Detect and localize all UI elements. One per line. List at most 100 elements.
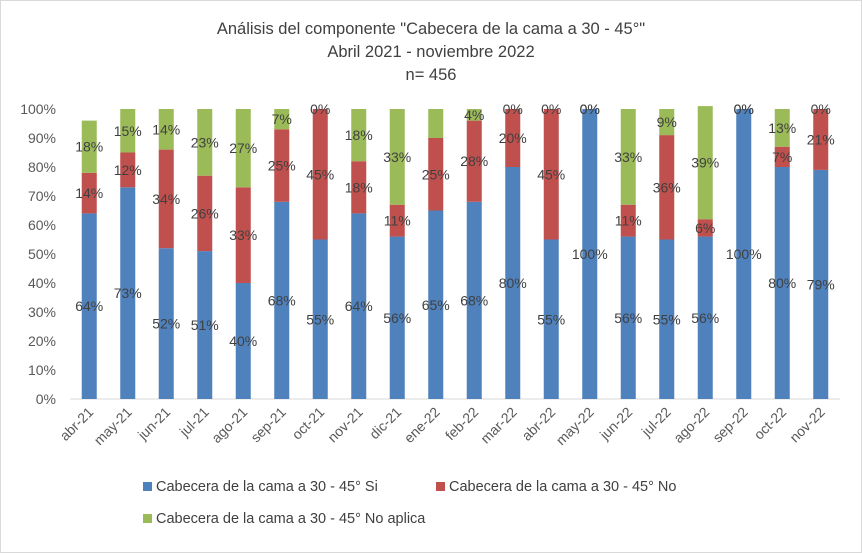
x-tick-label: dic-21 <box>366 404 404 442</box>
data-label: 39% <box>691 155 719 171</box>
bar-segment <box>274 109 290 130</box>
bar-segment <box>81 172 97 214</box>
x-tick-label: oct-21 <box>289 404 328 443</box>
bar-segment <box>697 236 713 399</box>
data-label: 21% <box>807 131 835 147</box>
data-label: 56% <box>614 310 642 326</box>
x-tick-label: mar-22 <box>477 404 520 447</box>
legend-label: Cabecera de la cama a 30 - 45° Si <box>156 479 378 495</box>
bar-segment <box>697 219 713 237</box>
bar-segment <box>659 135 675 240</box>
data-label: 45% <box>537 166 565 182</box>
bar-segment <box>158 248 174 399</box>
data-label: 0% <box>811 101 831 117</box>
bar-segment <box>312 109 328 240</box>
x-tick-label: feb-22 <box>442 404 482 444</box>
data-label: 9% <box>657 114 677 130</box>
data-label: 6% <box>695 220 715 236</box>
bar-segment <box>351 213 367 399</box>
bar-segment <box>120 152 136 188</box>
data-label: 52% <box>152 316 180 332</box>
legend-swatch <box>143 482 152 491</box>
y-tick-label: 50% <box>28 246 56 262</box>
data-label: 14% <box>152 121 180 137</box>
bar-segment <box>813 109 829 170</box>
bar-segment <box>736 109 752 399</box>
data-label: 0% <box>503 101 523 117</box>
data-label: 55% <box>306 311 334 327</box>
data-label: 7% <box>772 149 792 165</box>
data-label: 0% <box>734 101 754 117</box>
data-label: 7% <box>272 111 292 127</box>
data-label: 23% <box>191 134 219 150</box>
bar-segment <box>620 204 636 237</box>
x-tick-label: may-21 <box>91 404 135 448</box>
data-label: 0% <box>310 101 330 117</box>
x-tick-label: ago-22 <box>670 404 712 446</box>
bar-segment <box>813 169 829 399</box>
x-tick-label: may-22 <box>553 404 597 448</box>
legend-swatch <box>436 482 445 491</box>
data-label: 33% <box>614 149 642 165</box>
data-label: 0% <box>734 101 754 117</box>
x-tick-label: jul-21 <box>176 404 212 440</box>
data-label: 33% <box>229 227 257 243</box>
data-label: 15% <box>114 123 142 139</box>
bar-segment <box>120 187 136 399</box>
bar-segment <box>274 129 290 202</box>
x-tick-label: jul-22 <box>638 404 674 440</box>
bar-segment <box>120 109 136 153</box>
bar-segment <box>235 109 251 188</box>
bar-segment <box>389 109 405 205</box>
bar-segment <box>235 187 251 283</box>
bar-segment <box>697 106 713 220</box>
data-label: 73% <box>114 285 142 301</box>
data-label: 0% <box>580 101 600 117</box>
data-label: 40% <box>229 333 257 349</box>
data-label: 4% <box>464 107 484 123</box>
x-tick-label: jun-21 <box>134 404 174 444</box>
legend-label: Cabecera de la cama a 30 - 45° No <box>449 479 676 495</box>
bar-segment <box>389 236 405 399</box>
data-label: 26% <box>191 205 219 221</box>
bar-segment <box>389 204 405 237</box>
y-tick-label: 60% <box>28 217 56 233</box>
y-tick-label: 70% <box>28 188 56 204</box>
y-tick-label: 10% <box>28 362 56 378</box>
data-label: 0% <box>580 101 600 117</box>
x-tick-label: ago-21 <box>208 404 250 446</box>
data-label: 55% <box>537 311 565 327</box>
bar-segment <box>158 149 174 249</box>
data-label: 36% <box>653 179 681 195</box>
data-label: 68% <box>460 292 488 308</box>
x-tick-label: sep-22 <box>709 404 751 446</box>
data-label: 45% <box>306 166 334 182</box>
data-label: 0% <box>541 101 561 117</box>
y-tick-label: 20% <box>28 333 56 349</box>
bar-segment <box>774 109 790 147</box>
chart-subtitle: Abril 2021 - noviembre 2022 <box>327 43 535 61</box>
x-tick-label: sep-21 <box>247 404 289 446</box>
data-label: 64% <box>75 298 103 314</box>
bar-segment <box>659 109 675 136</box>
bar-segment <box>774 167 790 399</box>
bar-segment <box>428 109 444 138</box>
bar-segment <box>620 236 636 399</box>
x-tick-label: oct-22 <box>751 404 790 443</box>
bar-segment <box>197 109 213 176</box>
data-label: 80% <box>768 275 796 291</box>
data-label: 25% <box>422 166 450 182</box>
data-label: 64% <box>345 298 373 314</box>
x-tick-label: nov-21 <box>324 404 366 446</box>
data-label: 80% <box>499 275 527 291</box>
data-label: 18% <box>345 179 373 195</box>
data-label: 100% <box>726 246 762 262</box>
y-tick-label: 90% <box>28 130 56 146</box>
data-label: 12% <box>114 162 142 178</box>
bar-segment <box>466 120 482 202</box>
y-tick-label: 0% <box>36 391 56 407</box>
bar-segment <box>659 239 675 399</box>
y-tick-label: 40% <box>28 275 56 291</box>
data-label: 65% <box>422 297 450 313</box>
